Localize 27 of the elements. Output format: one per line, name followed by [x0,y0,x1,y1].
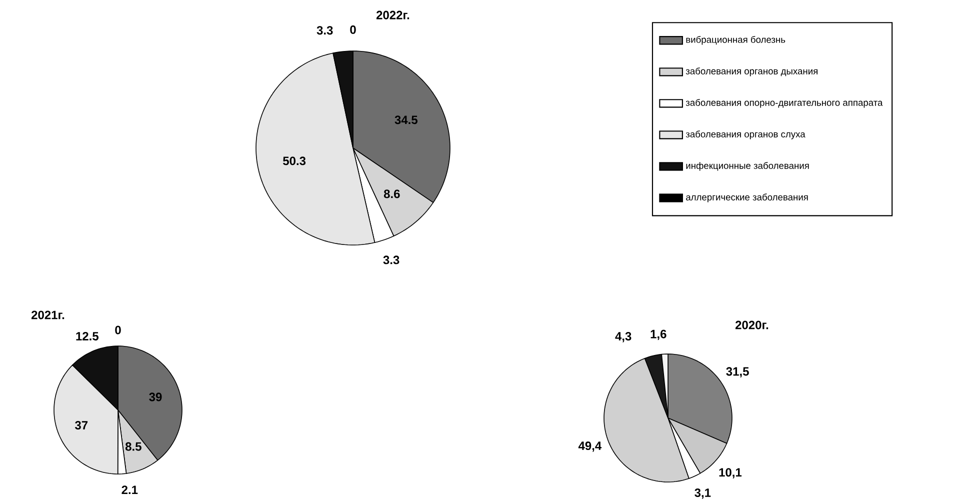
data-label: 1,6 [650,330,666,340]
data-label: 8.6 [384,190,400,198]
data-label: 39 [149,392,162,402]
legend-label: заболевания органов слуха [686,130,806,140]
data-label: 10,1 [719,468,742,478]
text: 0 [115,326,121,334]
chart-title: 2021г. [31,310,64,320]
data-label: 37 [74,420,88,430]
data-label: 12.5 [76,332,98,340]
legend-label: заболевания органов дыхания [686,67,818,76]
data-label: 2.1 [122,486,138,494]
data-label: 34.5 [394,116,418,124]
data-label: 3.3 [383,256,400,264]
legend-label: аллергические заболевания [686,194,808,202]
chart-title: 2020г. [735,320,768,330]
data-label: 3,1 [694,488,711,499]
data-label: 4,3 [615,332,632,342]
data-label: 8.5 [125,442,142,451]
legend-label: инфекционные заболевания [686,162,809,171]
data-label: 49,4 [578,442,602,452]
data-label: 31,5 [726,367,749,378]
legend-label: заболевания опорно-двигательного аппарата [686,98,883,108]
chart-title: 2022г. [376,10,410,20]
data-label: 3.3 [316,26,333,35]
data-label: 50.3 [283,156,306,166]
text: 0 [350,25,356,34]
legend-label: вибрационная болезнь [686,36,786,45]
